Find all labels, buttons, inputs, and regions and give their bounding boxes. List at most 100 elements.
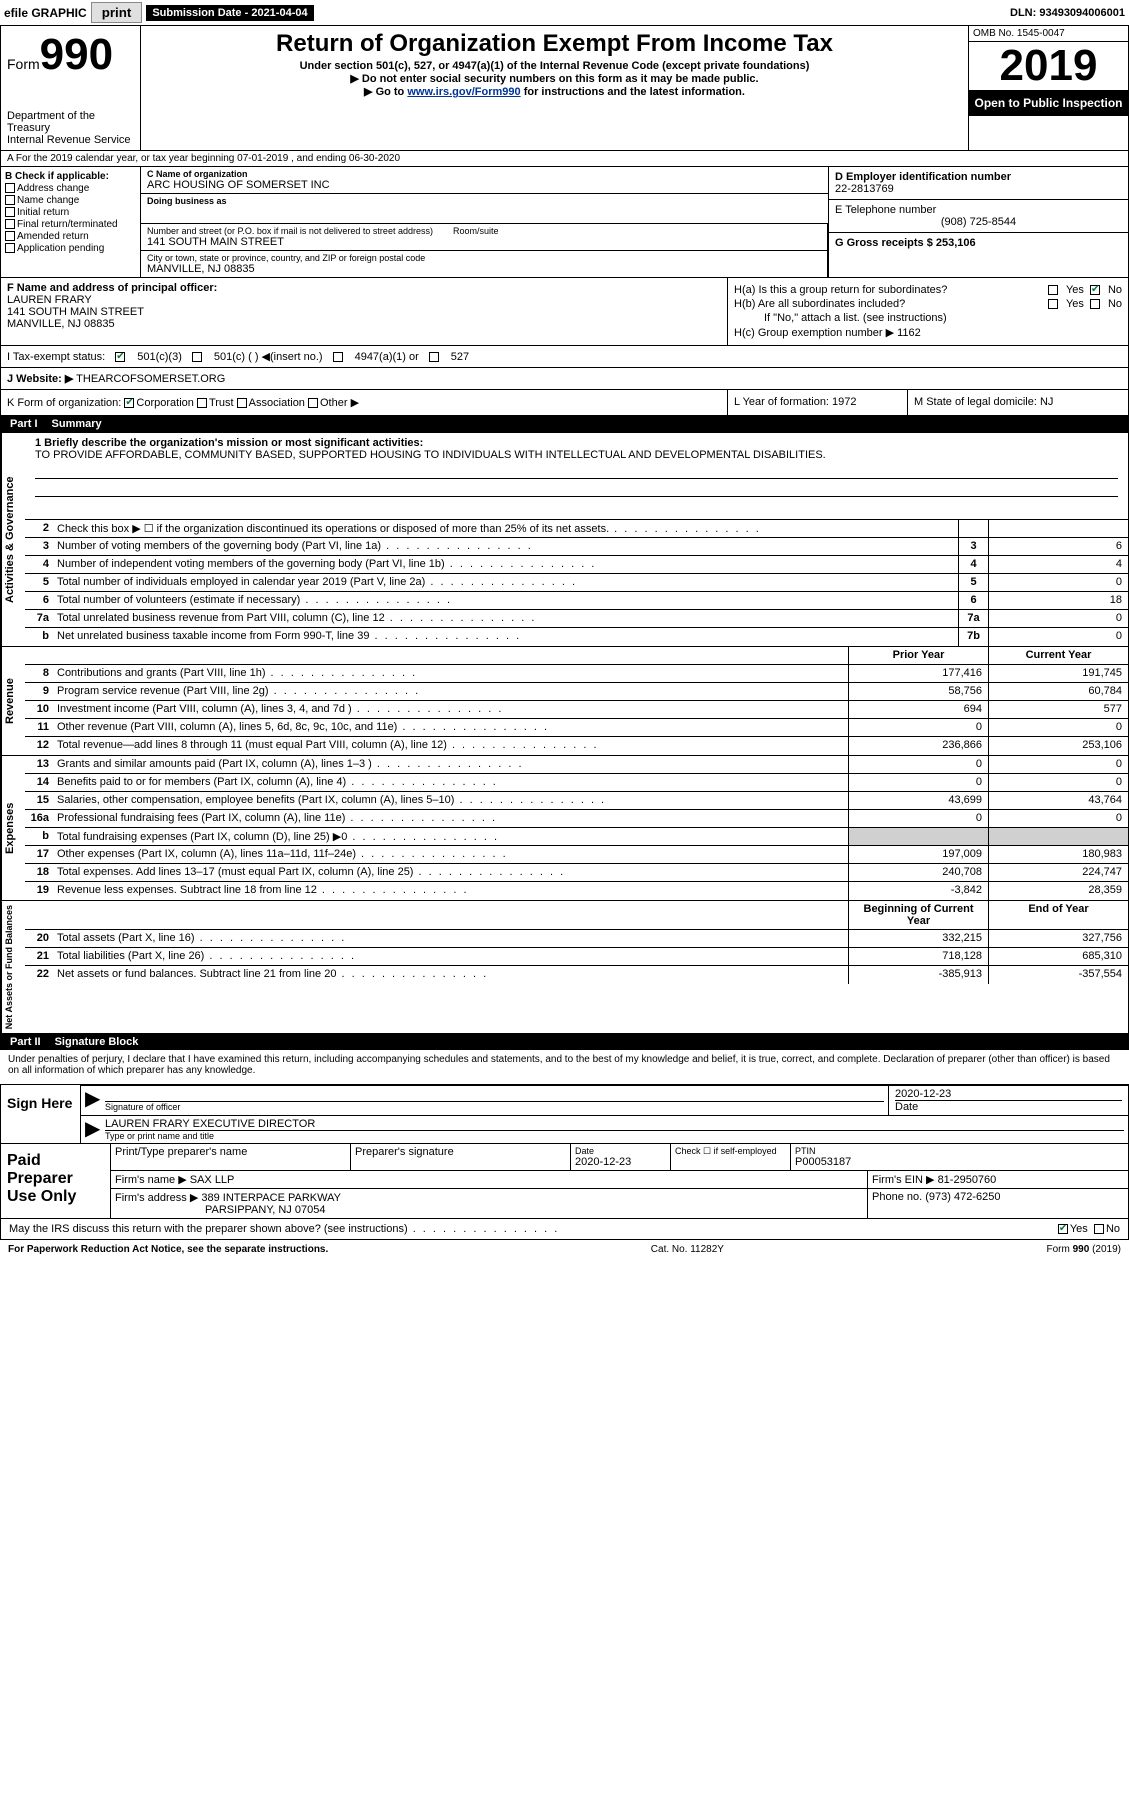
footer: For Paperwork Reduction Act Notice, see … bbox=[0, 1240, 1129, 1259]
ha-no-cb[interactable] bbox=[1090, 285, 1100, 295]
cb-501c3[interactable] bbox=[115, 352, 125, 362]
year-formation: L Year of formation: 1972 bbox=[728, 390, 908, 415]
table-row: 13 Grants and similar amounts paid (Part… bbox=[25, 756, 1128, 774]
dba-box: Doing business as bbox=[141, 194, 828, 224]
sub3-pre: ▶ Go to bbox=[364, 86, 407, 98]
addr2: PARSIPPANY, NJ 07054 bbox=[115, 1204, 325, 1216]
gov-section: Activities & Governance 1 Briefly descri… bbox=[0, 432, 1129, 647]
current-year: 253,106 bbox=[988, 737, 1128, 755]
cb-corp[interactable] bbox=[124, 398, 134, 408]
mission-text: TO PROVIDE AFFORDABLE, COMMUNITY BASED, … bbox=[35, 449, 1118, 461]
addr1: 389 INTERPACE PARKWAY bbox=[201, 1192, 341, 1204]
sub3-post: for instructions and the latest informat… bbox=[521, 86, 745, 98]
cb-label: Initial return bbox=[17, 207, 69, 218]
prior-year: 58,756 bbox=[848, 683, 988, 700]
row-val: 0 bbox=[988, 574, 1128, 591]
irs-link[interactable]: www.irs.gov/Form990 bbox=[407, 86, 520, 98]
row-desc: Other revenue (Part VIII, column (A), li… bbox=[53, 719, 848, 736]
row-desc: Net assets or fund balances. Subtract li… bbox=[53, 966, 848, 984]
form-header: Form990 Department of the Treasury Inter… bbox=[0, 26, 1129, 151]
firm-addr: Firm's address ▶ 389 INTERPACE PARKWAYPA… bbox=[111, 1189, 868, 1218]
h-section: H(a) Is this a group return for subordin… bbox=[728, 278, 1128, 345]
officer-row: F Name and address of principal officer:… bbox=[0, 278, 1129, 346]
current-year-hdr: Current Year bbox=[988, 647, 1128, 664]
opt-assoc: Association bbox=[249, 397, 305, 409]
table-row: 20 Total assets (Part X, line 16) 332,21… bbox=[25, 930, 1128, 948]
vert-gov: Activities & Governance bbox=[1, 433, 25, 646]
tax-year: 2019 bbox=[969, 42, 1128, 90]
cb-trust[interactable] bbox=[197, 398, 207, 408]
paid-preparer-lbl: Paid Preparer Use Only bbox=[1, 1144, 111, 1218]
row-desc: Total number of volunteers (estimate if … bbox=[53, 592, 958, 609]
header-mid: Return of Organization Exempt From Incom… bbox=[141, 26, 968, 150]
yes-lbl: Yes bbox=[1066, 284, 1084, 296]
current-year: 0 bbox=[988, 774, 1128, 791]
website-row: J Website: ▶ THEARCOFSOMERSET.ORG bbox=[0, 368, 1129, 390]
header-left: Form990 Department of the Treasury Inter… bbox=[1, 26, 141, 150]
discuss-no-cb[interactable] bbox=[1094, 1224, 1104, 1234]
current-year: 0 bbox=[988, 810, 1128, 827]
cb-other[interactable] bbox=[308, 398, 318, 408]
prior-year: 0 bbox=[848, 774, 988, 791]
footer-mid: Cat. No. 11282Y bbox=[651, 1244, 724, 1255]
hb-yes-cb[interactable] bbox=[1048, 299, 1058, 309]
current-year: 327,756 bbox=[988, 930, 1128, 947]
hb-no-cb[interactable] bbox=[1090, 299, 1100, 309]
ptin-val: P00053187 bbox=[795, 1156, 1124, 1168]
phone-lbl: E Telephone number bbox=[835, 204, 1122, 216]
row-desc: Investment income (Part VIII, column (A)… bbox=[53, 701, 848, 718]
ha-yes-cb[interactable] bbox=[1048, 285, 1058, 295]
officer-lbl: F Name and address of principal officer: bbox=[7, 282, 721, 294]
cb-assoc[interactable] bbox=[237, 398, 247, 408]
box-num: 4 bbox=[958, 556, 988, 573]
cb-final-return[interactable]: Final return/terminated bbox=[5, 219, 136, 230]
exp-body: 13 Grants and similar amounts paid (Part… bbox=[25, 756, 1128, 900]
row-num: 21 bbox=[25, 948, 53, 965]
officer-name: LAUREN FRARY bbox=[7, 294, 721, 306]
cb-app-pending[interactable]: Application pending bbox=[5, 243, 136, 254]
cb-name-change[interactable]: Name change bbox=[5, 195, 136, 206]
row-num: 3 bbox=[25, 538, 53, 555]
part2-header: Part II Signature Block bbox=[0, 1034, 1129, 1050]
na-body: Beginning of Current Year End of Year 20… bbox=[25, 901, 1128, 1033]
cb-amended[interactable]: Amended return bbox=[5, 231, 136, 242]
cb-address-change[interactable]: Address change bbox=[5, 183, 136, 194]
rev-body: Prior Year Current Year 8 Contributions … bbox=[25, 647, 1128, 755]
opt-501c: 501(c) ( ) ◀(insert no.) bbox=[214, 350, 323, 363]
opt-527: 527 bbox=[451, 351, 469, 363]
discuss-yes-cb[interactable] bbox=[1058, 1224, 1068, 1234]
prior-year: 240,708 bbox=[848, 864, 988, 881]
cb-4947[interactable] bbox=[333, 352, 343, 362]
preparer-section: Paid Preparer Use Only Print/Type prepar… bbox=[0, 1144, 1129, 1219]
table-row: 11 Other revenue (Part VIII, column (A),… bbox=[25, 719, 1128, 737]
row-desc: Number of voting members of the governin… bbox=[53, 538, 958, 555]
row-desc: Professional fundraising fees (Part IX, … bbox=[53, 810, 848, 827]
discuss-row: May the IRS discuss this return with the… bbox=[0, 1219, 1129, 1240]
table-row: b Total fundraising expenses (Part IX, c… bbox=[25, 828, 1128, 846]
row-desc: Number of independent voting members of … bbox=[53, 556, 958, 573]
table-row: 12 Total revenue—add lines 8 through 11 … bbox=[25, 737, 1128, 755]
ptin: PTINP00053187 bbox=[791, 1144, 1128, 1170]
row-num: b bbox=[25, 828, 53, 845]
box-num: 7a bbox=[958, 610, 988, 627]
prior-year-hdr: Prior Year bbox=[848, 647, 988, 664]
sig-field: Signature of officer bbox=[101, 1086, 888, 1115]
cb-527[interactable] bbox=[429, 352, 439, 362]
print-button[interactable]: print bbox=[91, 2, 143, 23]
row-val: 4 bbox=[988, 556, 1128, 573]
subtitle-2: ▶ Do not enter social security numbers o… bbox=[145, 72, 964, 85]
part1-header: Part I Summary bbox=[0, 416, 1129, 432]
address-box: Number and street (or P.O. box if mail i… bbox=[141, 224, 828, 277]
current-year: 577 bbox=[988, 701, 1128, 718]
city-cell: City or town, state or province, country… bbox=[141, 251, 827, 277]
name-field: LAUREN FRARY EXECUTIVE DIRECTOR Type or … bbox=[101, 1116, 1128, 1143]
hb-text: H(b) Are all subordinates included? bbox=[734, 298, 1042, 310]
table-row: 10 Investment income (Part VIII, column … bbox=[25, 701, 1128, 719]
footer-left: For Paperwork Reduction Act Notice, see … bbox=[8, 1244, 328, 1255]
cb-initial-return[interactable]: Initial return bbox=[5, 207, 136, 218]
kform-row: K Form of organization: Corporation Trus… bbox=[0, 390, 1129, 416]
street-cell: Number and street (or P.O. box if mail i… bbox=[141, 224, 827, 251]
kform-left: K Form of organization: Corporation Trus… bbox=[1, 390, 728, 415]
blank bbox=[25, 901, 53, 929]
cb-501c[interactable] bbox=[192, 352, 202, 362]
